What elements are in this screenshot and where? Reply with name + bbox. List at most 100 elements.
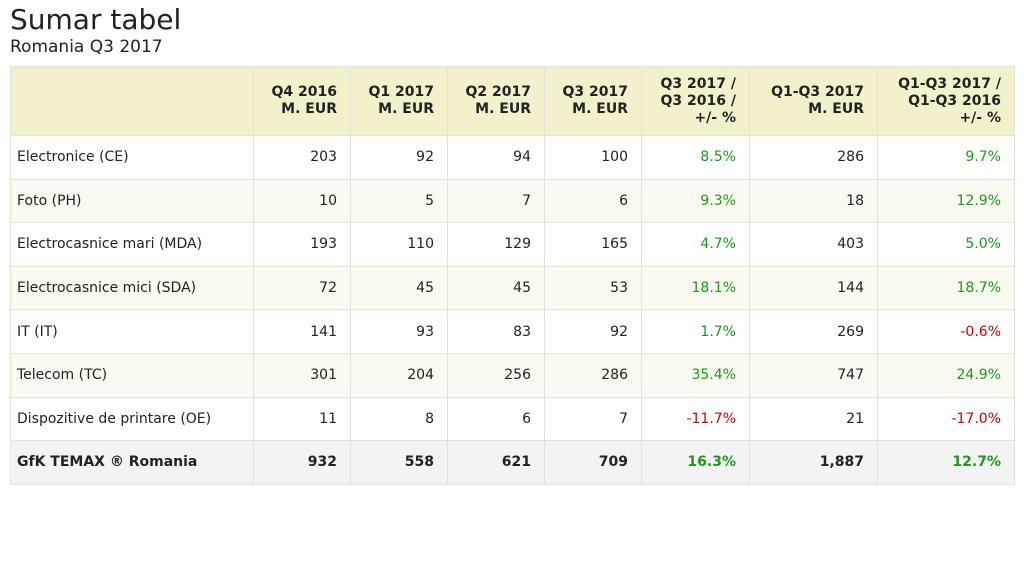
row-category-cell: Foto (PH): [10, 178, 254, 224]
cell-q3-yoy: -11.7%: [641, 396, 750, 442]
cell-q3-yoy: 35.4%: [641, 352, 750, 398]
cell-q1q3-yoy: -17.0%: [877, 396, 1015, 442]
cell-q3-yoy: 4.7%: [641, 222, 750, 267]
cell-q1q3-2017: 286: [749, 135, 878, 180]
cell-q1q3-yoy: -0.6%: [877, 309, 1015, 354]
row-category-cell: IT (IT): [10, 309, 254, 354]
page-title: Sumar tabel: [10, 3, 182, 36]
cell-q4-2016: 932: [253, 440, 351, 485]
column-header-q4-2016: Q4 2016 M. EUR: [253, 66, 351, 136]
cell-q4-2016: 141: [253, 309, 351, 354]
column-header-q1q3-yoy: Q1-Q3 2017 /Q1-Q3 2016 +/- %: [877, 66, 1015, 136]
cell-q1-2017: 92: [350, 135, 448, 180]
column-header-line: M. EUR: [808, 101, 864, 117]
table-row: Electrocasnice mici (SDA) 72 45 45 53 18.1% 14…: [10, 265, 1015, 311]
column-header-q3-yoy: Q3 2017 /Q3 2016 /+/- %: [641, 66, 750, 136]
total-row: GfK TEMAX ® Romania 932 558 621 709 16.3% 1,88…: [10, 440, 1015, 485]
cell-q2-2017: 7: [447, 178, 545, 224]
cell-q1-2017: 93: [350, 309, 448, 354]
cell-q1q3-2017: 269: [749, 309, 878, 354]
table-row: Foto (PH) 10 5 7 6 9.3% 18 12.9%: [10, 178, 1015, 224]
column-header-category: [10, 66, 254, 136]
cell-q3-yoy: 8.5%: [641, 135, 750, 180]
cell-q2-2017: 83: [447, 309, 545, 354]
cell-q3-2017: 100: [544, 135, 642, 180]
cell-q1q3-2017: 1,887: [749, 440, 878, 485]
cell-q3-yoy: 16.3%: [641, 440, 750, 485]
cell-q1q3-2017: 18: [749, 178, 878, 224]
cell-q1q3-2017: 144: [749, 265, 878, 311]
column-header-line: Q2 2017: [465, 84, 531, 100]
cell-q4-2016: 11: [253, 396, 351, 442]
cell-q3-yoy: 18.1%: [641, 265, 750, 311]
column-header-line: Q3 2017: [562, 84, 628, 100]
cell-q2-2017: 94: [447, 135, 545, 180]
cell-q1-2017: 8: [350, 396, 448, 442]
row-category-cell: Electronice (CE): [10, 135, 254, 180]
column-header-line: Q4 2016: [271, 84, 337, 100]
column-header-line: +/- %: [694, 109, 736, 126]
row-category-cell: Dispozitive de printare (OE): [10, 396, 254, 442]
cell-q3-2017: 286: [544, 352, 642, 398]
cell-q1-2017: 110: [350, 222, 448, 267]
row-category-cell: Electrocasnice mici (SDA): [10, 265, 254, 311]
cell-q3-yoy: 9.3%: [641, 178, 750, 224]
cell-q2-2017: 6: [447, 396, 545, 442]
cell-q3-2017: 53: [544, 265, 642, 311]
cell-q3-2017: 709: [544, 440, 642, 485]
cell-q2-2017: 45: [447, 265, 545, 311]
cell-q4-2016: 193: [253, 222, 351, 267]
cell-q1q3-2017: 21: [749, 396, 878, 442]
cell-q1q3-yoy: 18.7%: [877, 265, 1015, 311]
table-row: Electrocasnice mari (MDA) 193 110 129 165 4.7…: [10, 222, 1015, 267]
cell-q2-2017: 621: [447, 440, 545, 485]
cell-q1-2017: 5: [350, 178, 448, 224]
column-header-line: M. EUR: [572, 101, 628, 117]
cell-q1q3-2017: 747: [749, 352, 878, 398]
column-header-q1-2017: Q1 2017 M. EUR: [350, 66, 448, 136]
table-row: IT (IT) 141 93 83 92 1.7% 269 -0.6%: [10, 309, 1015, 354]
cell-q3-yoy: 1.7%: [641, 309, 750, 354]
column-header-line: Q1-Q3 2016: [908, 92, 1001, 109]
cell-q1q3-yoy: 12.9%: [877, 178, 1015, 224]
cell-q4-2016: 301: [253, 352, 351, 398]
cell-q4-2016: 203: [253, 135, 351, 180]
table-row: Electronice (CE) 203 92 94 100 8.5% 286 9.7%: [10, 135, 1015, 180]
cell-q4-2016: 72: [253, 265, 351, 311]
column-header-line: Q1-Q3 2017: [771, 84, 864, 100]
column-header-line: +/- %: [959, 109, 1001, 126]
row-category-cell: Electrocasnice mari (MDA): [10, 222, 254, 267]
cell-q2-2017: 129: [447, 222, 545, 267]
cell-q1q3-yoy: 9.7%: [877, 135, 1015, 180]
summary-table: Q4 2016 M. EUR Q1 2017 M. EUR Q2 2017 M. EUR Q…: [10, 66, 1015, 485]
cell-q1q3-yoy: 12.7%: [877, 440, 1015, 485]
column-header-line: Q1-Q3 2017 /: [898, 75, 1001, 92]
row-category-cell: GfK TEMAX ® Romania: [10, 440, 254, 485]
cell-q3-2017: 6: [544, 178, 642, 224]
column-header-line: M. EUR: [475, 101, 531, 117]
column-header-line: M. EUR: [378, 101, 434, 117]
column-header-line: Q3 2017 /: [660, 75, 736, 92]
cell-q1-2017: 45: [350, 265, 448, 311]
cell-q1-2017: 204: [350, 352, 448, 398]
cell-q3-2017: 7: [544, 396, 642, 442]
cell-q2-2017: 256: [447, 352, 545, 398]
cell-q1-2017: 558: [350, 440, 448, 485]
cell-q3-2017: 92: [544, 309, 642, 354]
cell-q4-2016: 10: [253, 178, 351, 224]
column-header-line: Q3 2016 /: [660, 92, 736, 109]
page-subtitle: Romania Q3 2017: [10, 37, 163, 57]
column-header-q1q3-2017: Q1-Q3 2017 M. EUR: [749, 66, 878, 136]
column-header-line: Q1 2017: [368, 84, 434, 100]
cell-q1q3-yoy: 5.0%: [877, 222, 1015, 267]
table-row: Telecom (TC) 301 204 256 286 35.4% 747 24.9%: [10, 352, 1015, 398]
column-header-q2-2017: Q2 2017 M. EUR: [447, 66, 545, 136]
table-row: Dispozitive de printare (OE) 11 8 6 7 -11.7% 2…: [10, 396, 1015, 442]
table-body: Electronice (CE) 203 92 94 100 8.5% 286 9.7% Fot…: [10, 135, 1015, 485]
column-header-line: M. EUR: [281, 101, 337, 117]
cell-q3-2017: 165: [544, 222, 642, 267]
row-category-cell: Telecom (TC): [10, 352, 254, 398]
table-header-row: Q4 2016 M. EUR Q1 2017 M. EUR Q2 2017 M. EUR Q…: [10, 66, 1015, 136]
cell-q1q3-2017: 403: [749, 222, 878, 267]
column-header-q3-2017: Q3 2017 M. EUR: [544, 66, 642, 136]
